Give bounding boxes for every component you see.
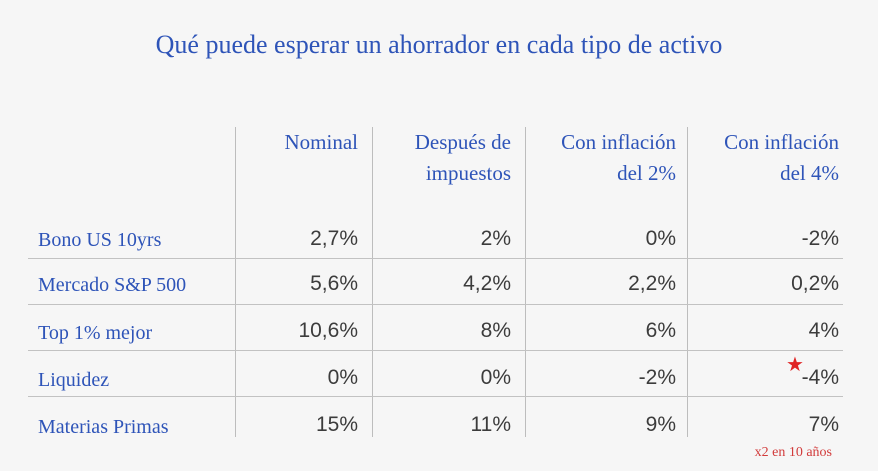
table-cell: -2% xyxy=(638,366,676,389)
table-cell: 5,6% xyxy=(310,272,358,295)
table-cell: 11% xyxy=(470,413,511,436)
table-cell: 2,2% xyxy=(628,272,676,295)
row-label-materias: Materias Primas xyxy=(38,416,169,438)
doubling-note: x2 en 10 años xyxy=(754,445,832,460)
table-cell: 7% xyxy=(808,413,839,436)
row-divider xyxy=(28,350,843,351)
column-header-after-tax: Después de impuestos xyxy=(377,127,511,189)
table-cell: 4,2% xyxy=(463,272,511,295)
row-divider xyxy=(28,258,843,259)
column-header-line: del 4% xyxy=(780,161,839,185)
row-label-sp500: Mercado S&P 500 xyxy=(38,274,187,296)
column-header-line: impuestos xyxy=(425,161,511,185)
page-title: Qué puede esperar un ahorrador en cada t… xyxy=(155,30,723,59)
table-cell: -2% xyxy=(801,227,839,250)
star-icon: ★ xyxy=(786,354,804,376)
column-divider xyxy=(525,127,526,437)
table-cell: -4% xyxy=(801,366,839,389)
column-header-line: Nominal xyxy=(284,130,359,154)
column-divider xyxy=(235,127,236,437)
row-label-liquidez: Liquidez xyxy=(38,369,110,391)
row-divider xyxy=(28,396,843,397)
column-header-line: del 2% xyxy=(617,161,676,185)
column-divider xyxy=(372,127,373,437)
column-header-nominal: Nominal xyxy=(240,127,359,158)
table-cell: 15% xyxy=(315,413,358,436)
table-cell: 0,2% xyxy=(791,272,839,295)
table-cell: 0% xyxy=(645,227,676,250)
column-header-inflation-4: Con inflación del 4% xyxy=(691,127,839,189)
column-header-inflation-2: Con inflación del 2% xyxy=(528,127,676,189)
table-cell: 2% xyxy=(480,227,511,250)
row-divider xyxy=(28,304,843,305)
table-cell: 10,6% xyxy=(298,319,358,342)
table-cell: 2,7% xyxy=(310,227,358,250)
table-cell: 6% xyxy=(645,319,676,342)
table-cell: 0% xyxy=(327,366,358,389)
column-header-line: Con inflación xyxy=(724,130,839,154)
table-cell: 0% xyxy=(480,366,511,389)
table-cell: 9% xyxy=(645,413,676,436)
row-label-top1: Top 1% mejor xyxy=(38,322,153,344)
column-header-line: Con inflación xyxy=(561,130,676,154)
table-cell: 8% xyxy=(480,319,511,342)
column-header-line: Después de xyxy=(414,130,511,154)
column-divider xyxy=(687,127,688,437)
row-label-bono: Bono US 10yrs xyxy=(38,229,162,251)
table-cell: 4% xyxy=(808,319,839,342)
